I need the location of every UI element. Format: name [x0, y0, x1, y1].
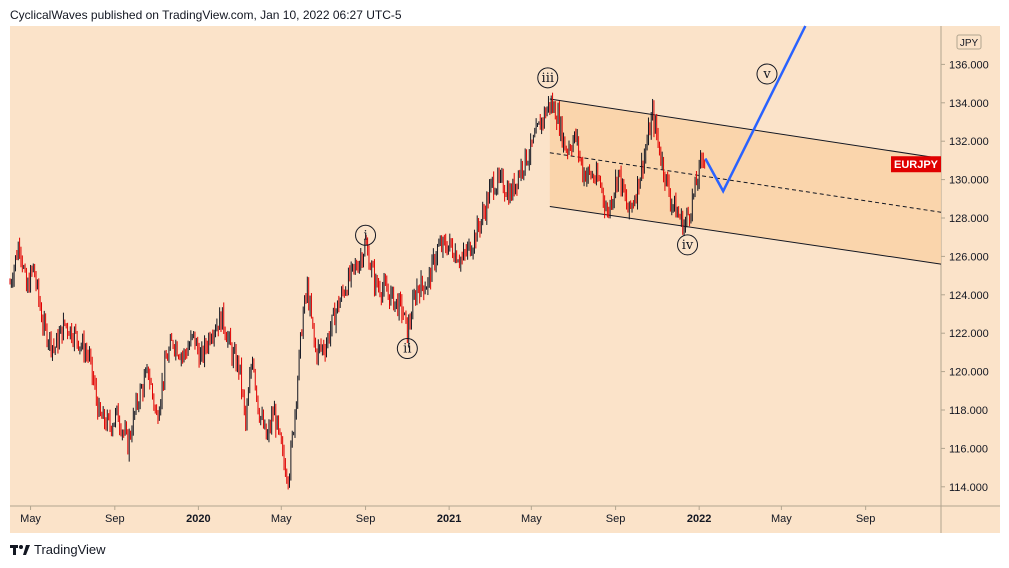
tradingview-brand-label: TradingView	[34, 542, 106, 557]
price-tick-label: 120.000	[949, 367, 989, 379]
symbol-price-badge[interactable]: EURJPY	[891, 156, 941, 173]
wave-label-iii[interactable]: iii	[537, 67, 559, 89]
plot-background	[10, 26, 1000, 533]
wave-circle	[537, 67, 559, 89]
price-tick-label: 136.000	[949, 59, 989, 71]
badge-label: EURJPY	[894, 159, 939, 171]
unit-text: JPY	[960, 38, 979, 49]
time-tick-label: May	[271, 513, 292, 525]
tradingview-branding[interactable]: TradingView	[10, 542, 106, 557]
wave-circle	[677, 234, 699, 256]
wave-label-text: iv	[682, 238, 694, 253]
price-tick-label: 122.000	[949, 328, 989, 340]
wave-label-i[interactable]: i	[355, 224, 377, 246]
time-tick-label: May	[771, 513, 792, 525]
time-tick-label: 2021	[437, 513, 461, 525]
time-tick-label: May	[20, 513, 41, 525]
wave-label-text: iii	[542, 71, 554, 86]
time-tick-label: Sep	[856, 513, 876, 525]
wave-label-v[interactable]: v	[756, 63, 778, 85]
time-tick-label: 2020	[186, 513, 210, 525]
channel-median-line[interactable]	[549, 152, 942, 213]
unit-box	[956, 34, 982, 50]
time-tick-label: Sep	[356, 513, 376, 525]
attribution-header: CyclicalWaves published on TradingView.c…	[10, 8, 402, 22]
time-tick-label: Sep	[606, 513, 626, 525]
wave-projection-line[interactable]	[704, 25, 807, 194]
channel-fill	[549, 98, 941, 265]
wave-label-text: i	[363, 228, 367, 243]
price-tick-label: 132.000	[949, 136, 989, 148]
price-tick-label: 124.000	[949, 290, 989, 302]
price-tick-label: 130.000	[949, 175, 989, 187]
wave-label-iv[interactable]: iv	[677, 234, 699, 256]
currency-unit-label: JPY	[956, 34, 982, 50]
price-tick-label: 126.000	[949, 251, 989, 263]
price-tick-label: 128.000	[949, 213, 989, 225]
channel-lower-line[interactable]	[549, 205, 942, 265]
price-tick-label: 118.000	[949, 405, 988, 417]
price-tick-label: 114.000	[949, 482, 988, 494]
wave-label-text: ii	[403, 342, 411, 357]
price-tick-label: 116.000	[949, 443, 988, 455]
time-tick-label: Sep	[105, 513, 125, 525]
wave-label-text: v	[762, 67, 771, 82]
channel-upper-line[interactable]	[549, 98, 942, 159]
time-tick-label: May	[521, 513, 542, 525]
wave-circle	[756, 63, 778, 85]
time-tick-label: 2022	[687, 513, 711, 525]
badge-background	[891, 156, 941, 173]
wave-label-ii[interactable]: ii	[396, 338, 418, 360]
price-tick-label: 134.000	[949, 98, 989, 110]
wave-circle	[396, 338, 418, 360]
tradingview-logo-icon	[10, 544, 30, 555]
wave-circle	[355, 224, 377, 246]
